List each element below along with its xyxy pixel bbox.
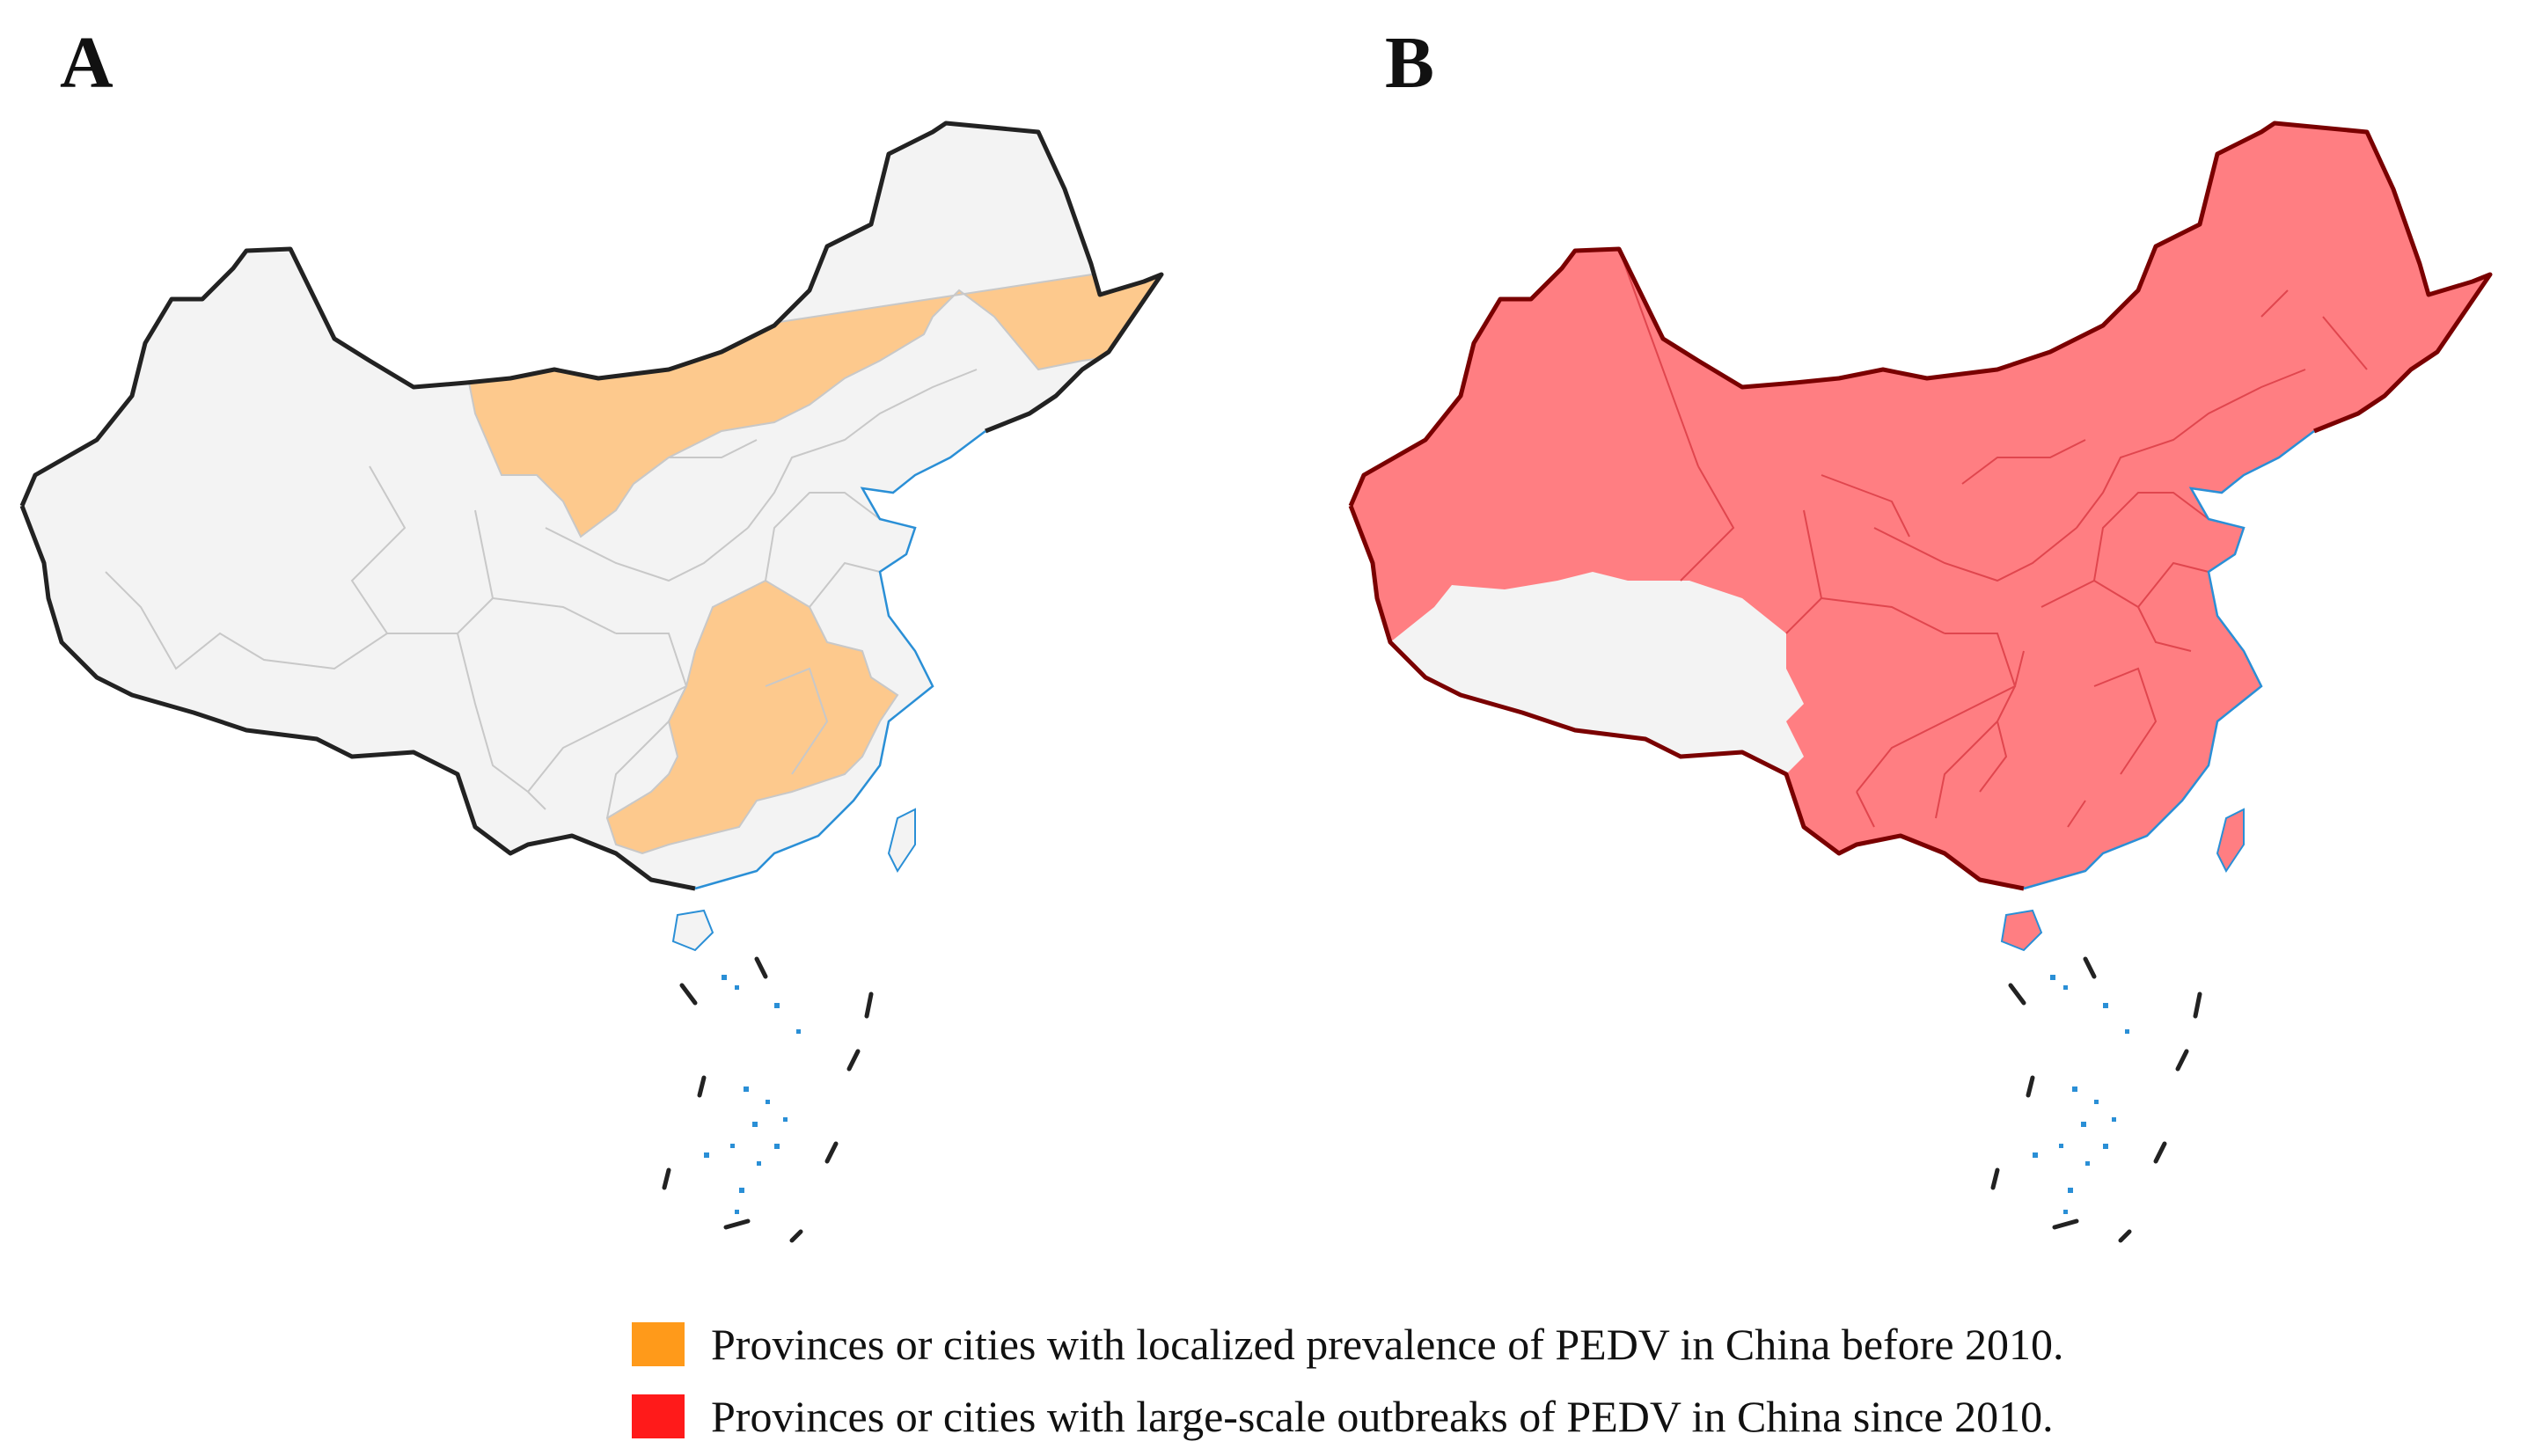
- south-sea-b: [1990, 956, 2202, 1243]
- south-sea-islands-a: [704, 975, 801, 1214]
- panel-label-a: A: [60, 22, 114, 104]
- region-xizang-b: [1390, 572, 1804, 774]
- province-borders-b: [1618, 248, 2368, 828]
- map-panel-a: [19, 121, 1164, 1243]
- land-border-a: [19, 121, 1164, 507]
- land-border-south-b: [1348, 505, 2025, 891]
- legend-item-before-2010: Provinces or cities with localized preva…: [632, 1318, 2064, 1371]
- legend-swatch-red: [632, 1394, 685, 1438]
- province-borders-a: [105, 369, 978, 819]
- coastline-b: [2023, 430, 2315, 890]
- legend-text-since-2010: Provinces or cities with large-scale out…: [711, 1392, 2054, 1441]
- region-central-a: [605, 579, 899, 855]
- island-hainan-b: [2000, 909, 2043, 952]
- china-mainland-a: [19, 121, 1164, 952]
- china-mainland-b: [1348, 121, 2493, 952]
- land-border-south-a: [19, 505, 696, 891]
- south-sea-a: [662, 956, 874, 1243]
- land-base-b: [1351, 123, 2490, 889]
- legend-item-since-2010: Provinces or cities with large-scale out…: [632, 1390, 2054, 1443]
- island-taiwan-a: [887, 808, 916, 873]
- coastline-a: [694, 430, 986, 890]
- legend-text-before-2010: Provinces or cities with localized preva…: [711, 1320, 2064, 1369]
- land-border-b: [1348, 121, 2493, 507]
- legend-swatch-orange: [632, 1322, 685, 1366]
- island-hainan-a: [671, 909, 714, 952]
- island-taiwan-b: [2216, 808, 2245, 873]
- panel-label-b: B: [1385, 22, 1435, 104]
- map-panel-b: [1348, 121, 2493, 1243]
- south-sea-islands-b: [2033, 975, 2129, 1214]
- region-northeast-a: [465, 262, 1161, 538]
